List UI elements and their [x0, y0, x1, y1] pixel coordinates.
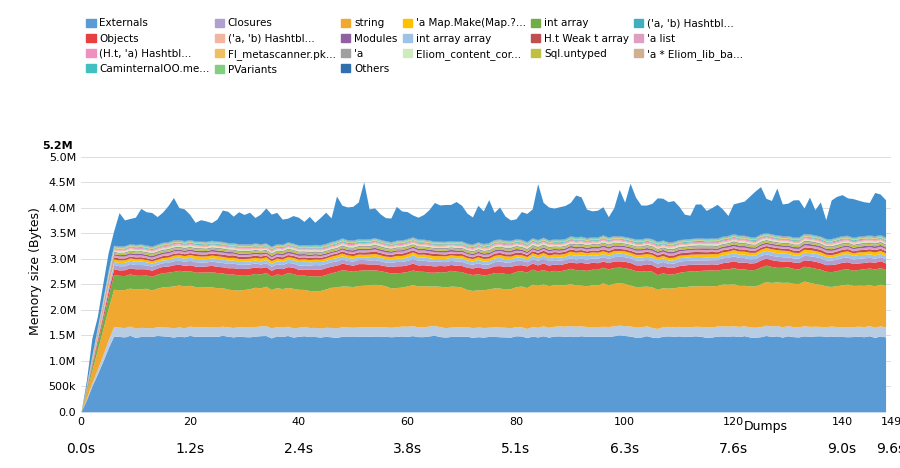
Text: Dumps: Dumps	[743, 420, 788, 433]
Y-axis label: Memory size (Bytes): Memory size (Bytes)	[29, 207, 41, 336]
Text: 5.2M: 5.2M	[42, 141, 73, 151]
Legend: Externals, Objects, (H.t, 'a) Hashtbl..., CaminternalOO.me..., Closures, ('a, 'b: Externals, Objects, (H.t, 'a) Hashtbl...…	[86, 18, 743, 75]
